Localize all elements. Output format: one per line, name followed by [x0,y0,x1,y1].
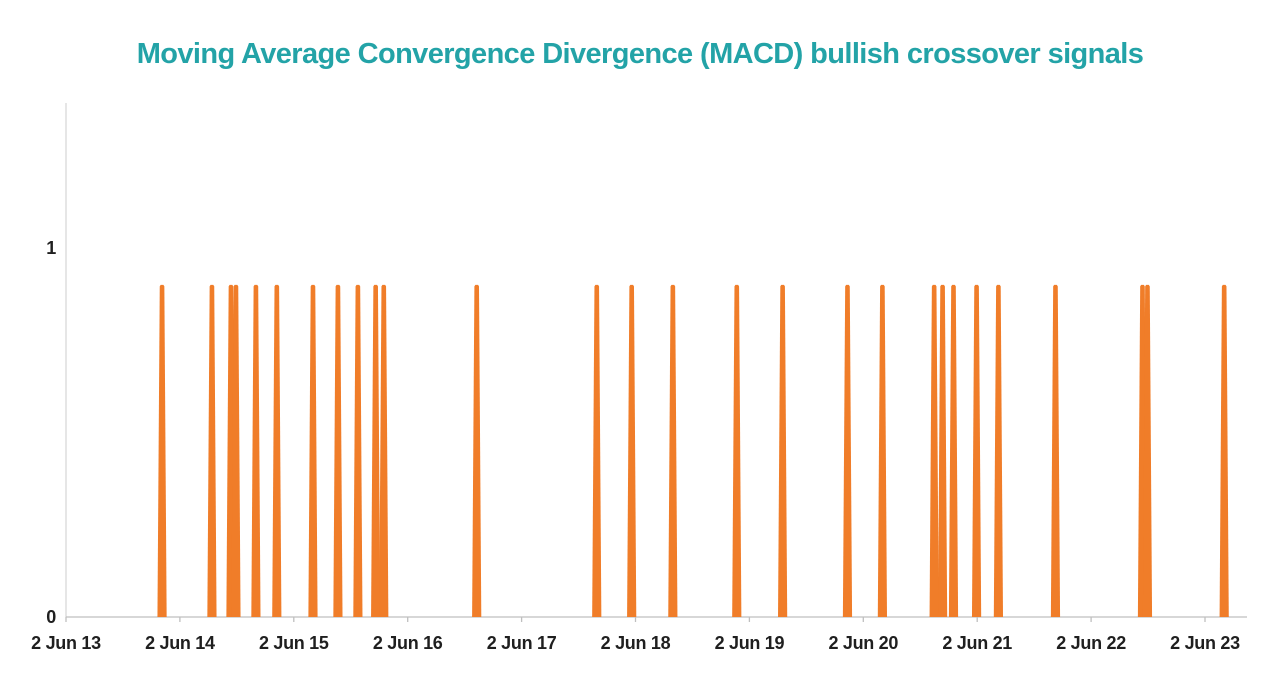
signal-spike [732,284,742,617]
x-axis-tick-label: 2 Jun 23 [1170,633,1240,653]
signal-spike [592,284,602,617]
x-axis-tick-label: 2 Jun 20 [828,633,898,653]
signal-spike [333,284,343,617]
signal-spike [877,284,888,617]
x-axis-tick-label: 2 Jun 14 [145,633,215,653]
signal-spike [272,284,282,617]
signal-spike [1142,284,1153,617]
x-axis-tick-label: 2 Jun 17 [487,633,557,653]
signal-spike [231,284,241,617]
x-axis-tick-label: 2 Jun 16 [373,633,443,653]
signal-spike [929,284,939,617]
x-axis-tick-label: 2 Jun 19 [715,633,785,653]
signal-spike [379,284,389,617]
signal-spike [207,284,217,617]
signal-spike [1050,284,1061,617]
signal-spike [937,284,948,617]
signal-spike [1219,284,1229,617]
signal-spike [668,284,678,617]
x-axis-tick-label: 2 Jun 13 [31,633,101,653]
x-axis-tick-label: 2 Jun 21 [942,633,1012,653]
signal-spike [353,284,363,617]
signal-spike [371,284,381,617]
x-axis-tick-label: 2 Jun 15 [259,633,329,653]
signal-spike [778,284,788,617]
x-axis-tick-label: 2 Jun 22 [1056,633,1126,653]
y-axis-tick-label: 1 [46,238,56,258]
chart-title: Moving Average Convergence Divergence (M… [136,38,1144,70]
y-axis-tick-label: 0 [46,607,56,627]
signal-spike [948,284,959,617]
signal-spike [627,284,637,617]
signal-spike [157,284,167,617]
signal-spike [251,284,261,617]
signal-spike [842,284,853,617]
series-macd-bullish-signals [157,284,1229,617]
x-axis-tick-label: 2 Jun 18 [601,633,671,653]
signal-spike [993,284,1004,617]
signal-spike [971,284,982,617]
signal-spike [472,284,482,617]
signal-spike [308,284,318,617]
